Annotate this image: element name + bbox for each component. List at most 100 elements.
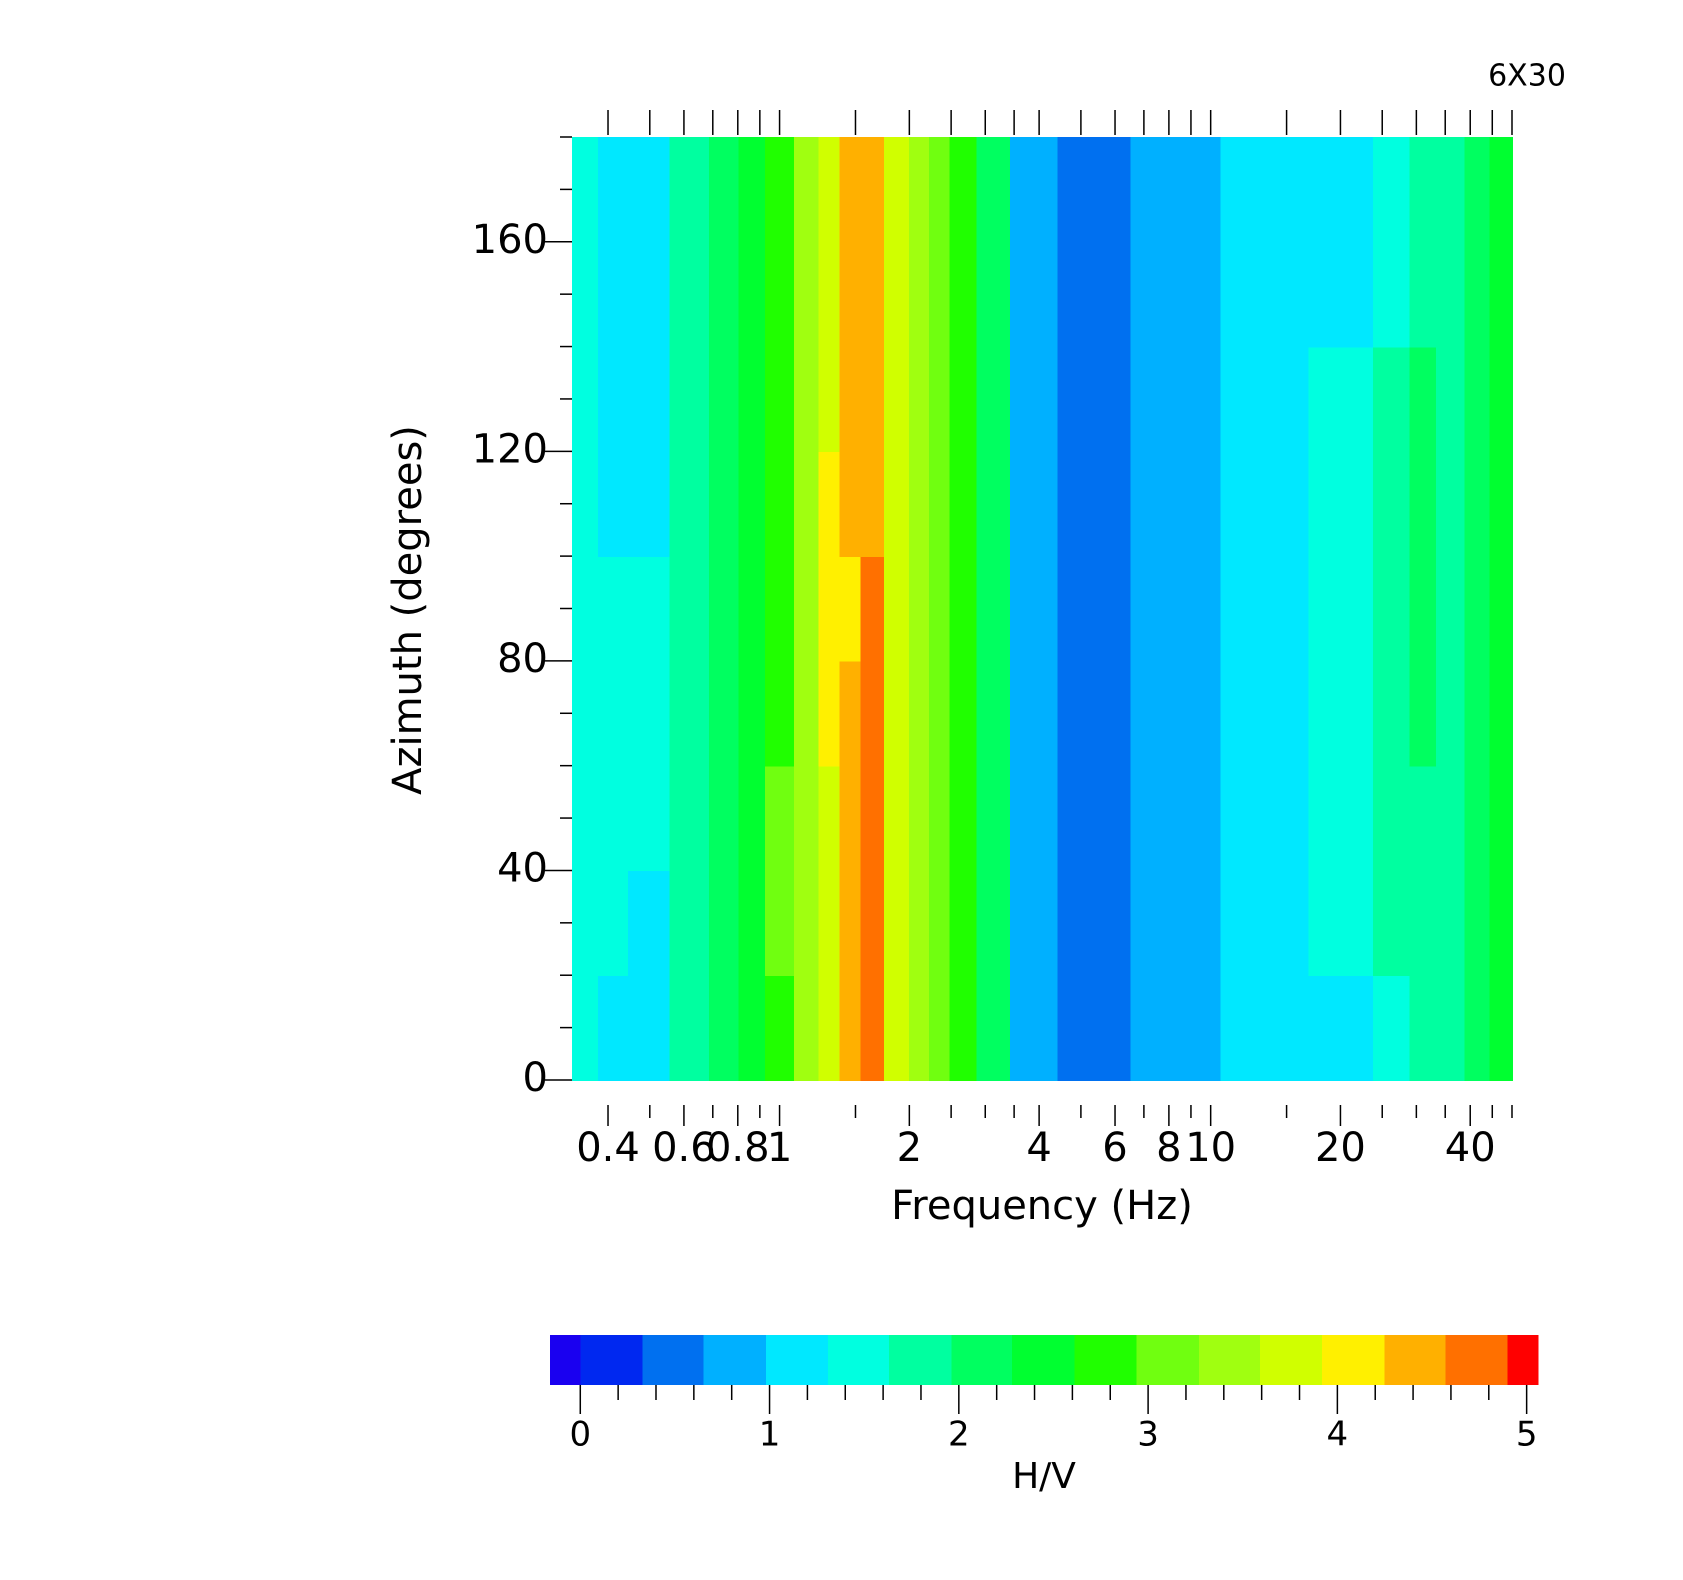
contour-cell: [1489, 136, 1513, 243]
colorbar-segment: [951, 1335, 1013, 1385]
colorbar-segment: [1074, 1335, 1138, 1385]
colorbar-tick-label: 4: [1327, 1415, 1349, 1455]
contour-cell: [860, 555, 886, 662]
contour-cell: [908, 765, 931, 872]
contour-cell: [571, 346, 599, 453]
contour-cell: [1057, 346, 1132, 453]
contour-cell: [1436, 451, 1466, 557]
contour-cell: [818, 765, 841, 872]
contour-cell: [794, 451, 820, 557]
contour-cell: [1220, 136, 1310, 243]
contour-cell: [1409, 765, 1438, 872]
contour-cell: [709, 241, 740, 348]
contour-cell: [976, 136, 1011, 243]
contour-cell: [1220, 451, 1310, 557]
contour-cell: [1436, 974, 1466, 1081]
contour-cell: [571, 136, 599, 243]
colorbar-segment: [642, 1335, 704, 1385]
contour-cell: [884, 136, 910, 243]
contour-cell: [949, 870, 978, 976]
contour-cell: [860, 870, 886, 976]
colorbar-segment: [703, 1335, 767, 1385]
contour-cell: [1308, 451, 1374, 557]
contour-cell: [884, 974, 910, 1081]
contour-cell: [839, 136, 862, 243]
contour-cell: [1130, 555, 1222, 662]
contour-cell: [1489, 451, 1513, 557]
contour-cell: [738, 555, 767, 662]
contour-cell: [884, 765, 910, 872]
contour-cell: [929, 136, 951, 243]
contour-cell: [627, 555, 671, 662]
contour-cell: [1464, 555, 1491, 662]
colorbar-segment: [1384, 1335, 1446, 1385]
contour-cell: [839, 974, 862, 1081]
contour-cell: [949, 451, 978, 557]
contour-cell: [571, 870, 599, 976]
contour-cell: [738, 870, 767, 976]
contour-cell: [1409, 241, 1438, 348]
contour-cell: [818, 241, 841, 348]
contour-cell: [571, 660, 599, 767]
contour-cell: [908, 346, 931, 453]
contour-cell: [1308, 974, 1374, 1081]
colorbar-tick-label: 0: [569, 1415, 591, 1455]
contour-cell: [976, 241, 1011, 348]
contour-cell: [738, 346, 767, 453]
contour-cell: [1489, 555, 1513, 662]
contour-cell: [1464, 765, 1491, 872]
colorbar-tick-label: 5: [1516, 1415, 1538, 1455]
contour-cell: [1436, 660, 1466, 767]
contour-cell: [571, 451, 599, 557]
contour-cell: [597, 765, 629, 872]
contour-cell: [794, 974, 820, 1081]
contour-cell: [765, 555, 796, 662]
colorbar-segment: [1445, 1335, 1509, 1385]
contour-cell: [1057, 555, 1132, 662]
colorbar-label: H/V: [1012, 1456, 1076, 1497]
contour-cell: [929, 870, 951, 976]
colorbar-tick-label: 1: [759, 1415, 781, 1455]
x-tick-label: 10: [1185, 1125, 1236, 1171]
contour-cell: [1130, 974, 1222, 1081]
contour-cell: [1220, 660, 1310, 767]
contour-cell: [1372, 765, 1411, 872]
contour-cell: [908, 660, 931, 767]
contour-cell: [839, 346, 862, 453]
y-tick-label: 40: [497, 845, 548, 891]
contour-cell: [1409, 346, 1438, 453]
contour-cell: [949, 765, 978, 872]
contour-cell: [976, 451, 1011, 557]
contour-cell: [738, 136, 767, 243]
contour-cell: [765, 241, 796, 348]
contour-cell: [597, 136, 629, 243]
contour-cell: [627, 974, 671, 1081]
contour-cell: [1464, 241, 1491, 348]
contour-cell: [627, 765, 671, 872]
contour-cell: [765, 660, 796, 767]
contour-cell: [1372, 136, 1411, 243]
contour-cell: [976, 660, 1011, 767]
contour-cell: [860, 346, 886, 453]
contour-cell: [1220, 241, 1310, 348]
contour-cell: [949, 555, 978, 662]
contour-cell: [794, 241, 820, 348]
contour-cell: [1009, 136, 1059, 243]
contour-cell: [1308, 136, 1374, 243]
contour-cell: [765, 136, 796, 243]
contour-cell: [818, 870, 841, 976]
contour-cell: [1372, 974, 1411, 1081]
contour-cell: [1372, 346, 1411, 453]
contour-cell: [1057, 136, 1132, 243]
colorbar-segment: [1136, 1335, 1200, 1385]
colorbar-segment: [1322, 1335, 1386, 1385]
x-tick-label: 6: [1102, 1125, 1127, 1171]
contour-cell: [709, 346, 740, 453]
contour-cell: [860, 660, 886, 767]
contour-cell: [709, 765, 740, 872]
contour-cell: [1130, 346, 1222, 453]
colorbar-segment: [580, 1335, 644, 1385]
contour-cell: [627, 451, 671, 557]
x-tick-label: 8: [1156, 1125, 1181, 1171]
